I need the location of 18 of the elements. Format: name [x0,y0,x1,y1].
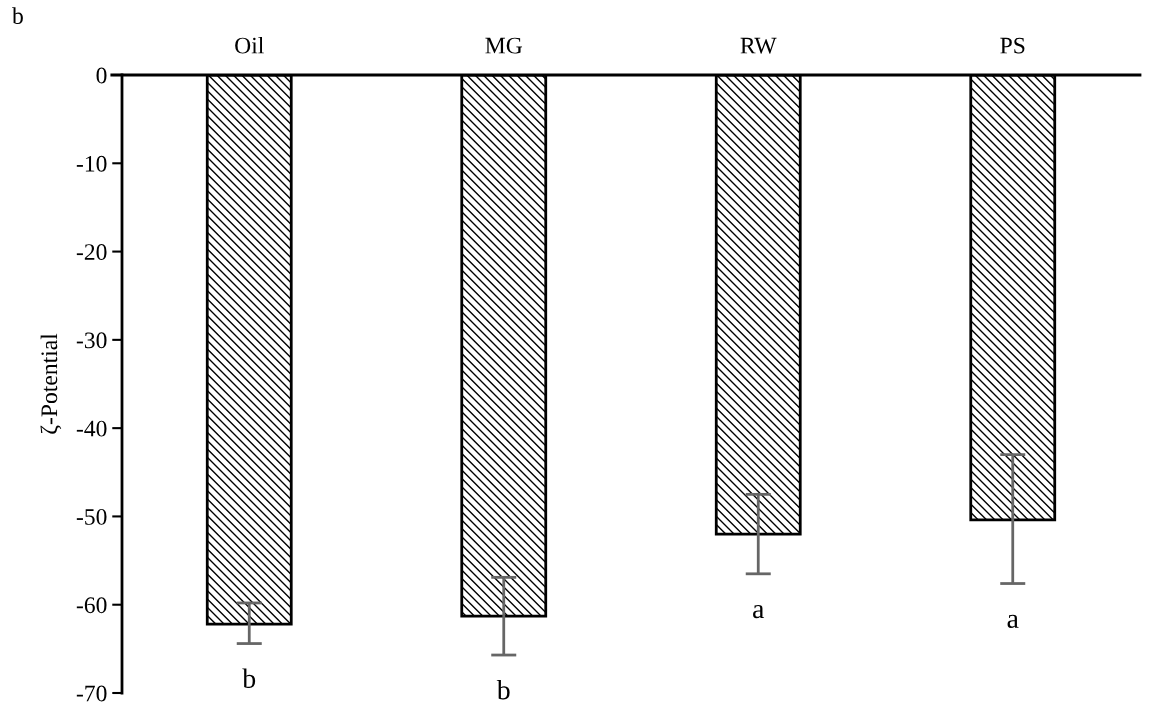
y-tick-label: -20 [76,244,107,260]
x-tick-label: Oil [235,36,264,54]
y-tick-label: -10 [76,155,107,172]
y-tick-label: -60 [76,597,107,614]
x-tick-label: PS [1000,37,1025,54]
annotation: b [496,679,510,700]
y-tick-label: -50 [76,508,107,525]
y-tick-label: -70 [76,685,107,702]
chart-title: b [12,7,23,24]
y-tick-label: -40 [76,420,107,437]
y-tick-label: 0 [96,67,107,84]
x-tick-label: RW [740,37,777,54]
annotation: b [242,668,256,689]
y-tick-label: -30 [76,332,107,349]
annotation: a [753,604,765,619]
annotation: a [1007,614,1019,628]
y-axis-title: ζ-Potential [40,333,62,434]
x-tick-label: MG [485,37,523,54]
